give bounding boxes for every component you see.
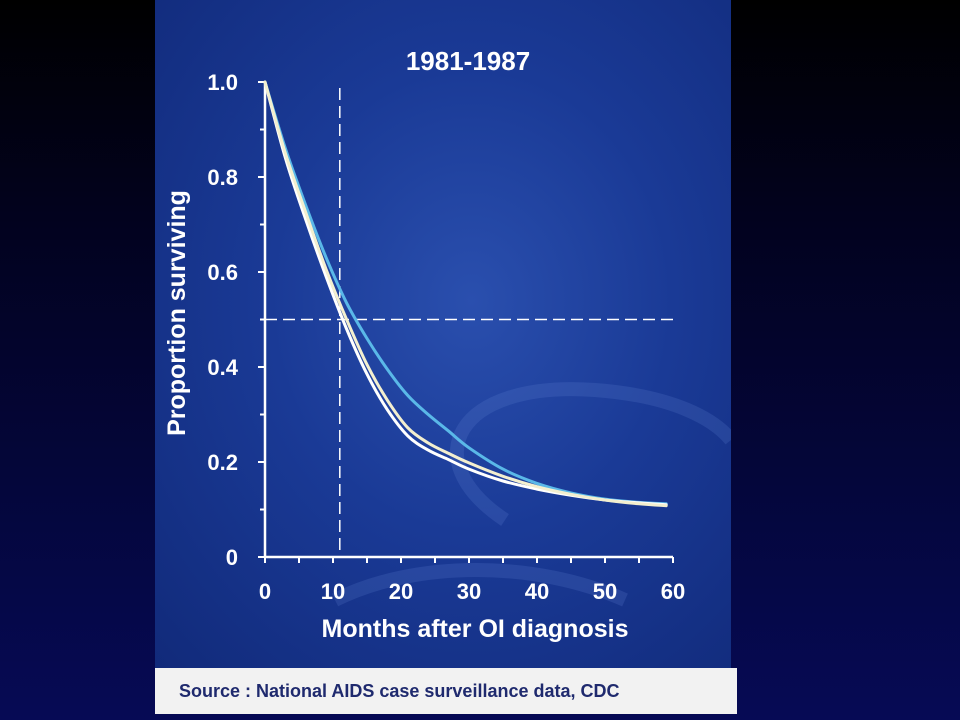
- y-tick-label: 1.0: [207, 70, 238, 95]
- background-swoosh: [331, 382, 731, 607]
- x-tick-label: 60: [661, 579, 685, 604]
- y-tick-label: 0.8: [207, 165, 238, 190]
- x-tick-label: 10: [321, 579, 345, 604]
- y-tick-label: 0.4: [207, 355, 238, 380]
- tick-labels: 0 0.2 0.4 0.6 0.8 1.0 0 10 20 30 40 50 60: [207, 70, 685, 604]
- y-tick-label: 0.6: [207, 260, 238, 285]
- series-line-2: [263, 80, 668, 507]
- chart-title: 1981-1987: [406, 46, 530, 76]
- x-axis-label: Months after OI diagnosis: [322, 615, 629, 643]
- slide-panel: 1981-1987 0 0.2 0.4 0.6 0.8 1.0 0 10 20 30 40 50 60 …: [155, 0, 731, 668]
- source-footnote: Source : National AIDS case surveillance…: [155, 668, 737, 714]
- x-tick-label: 40: [525, 579, 549, 604]
- y-axis-label: Proportion surviving: [163, 190, 191, 436]
- series-lines: [263, 80, 668, 508]
- y-tick-label: 0.2: [207, 450, 238, 475]
- survival-chart: 1981-1987 00.20.40.60.81.00 10 20 30 40 50 60 …: [163, 46, 731, 643]
- reference-lines: [265, 88, 673, 557]
- x-tick-label: 50: [593, 579, 617, 604]
- series-line-3: [263, 80, 668, 508]
- x-tick-label: 20: [389, 579, 413, 604]
- x-tick-label: 30: [457, 579, 481, 604]
- y-tick-label: 0: [226, 545, 238, 570]
- x-tick-label: 0: [259, 579, 271, 604]
